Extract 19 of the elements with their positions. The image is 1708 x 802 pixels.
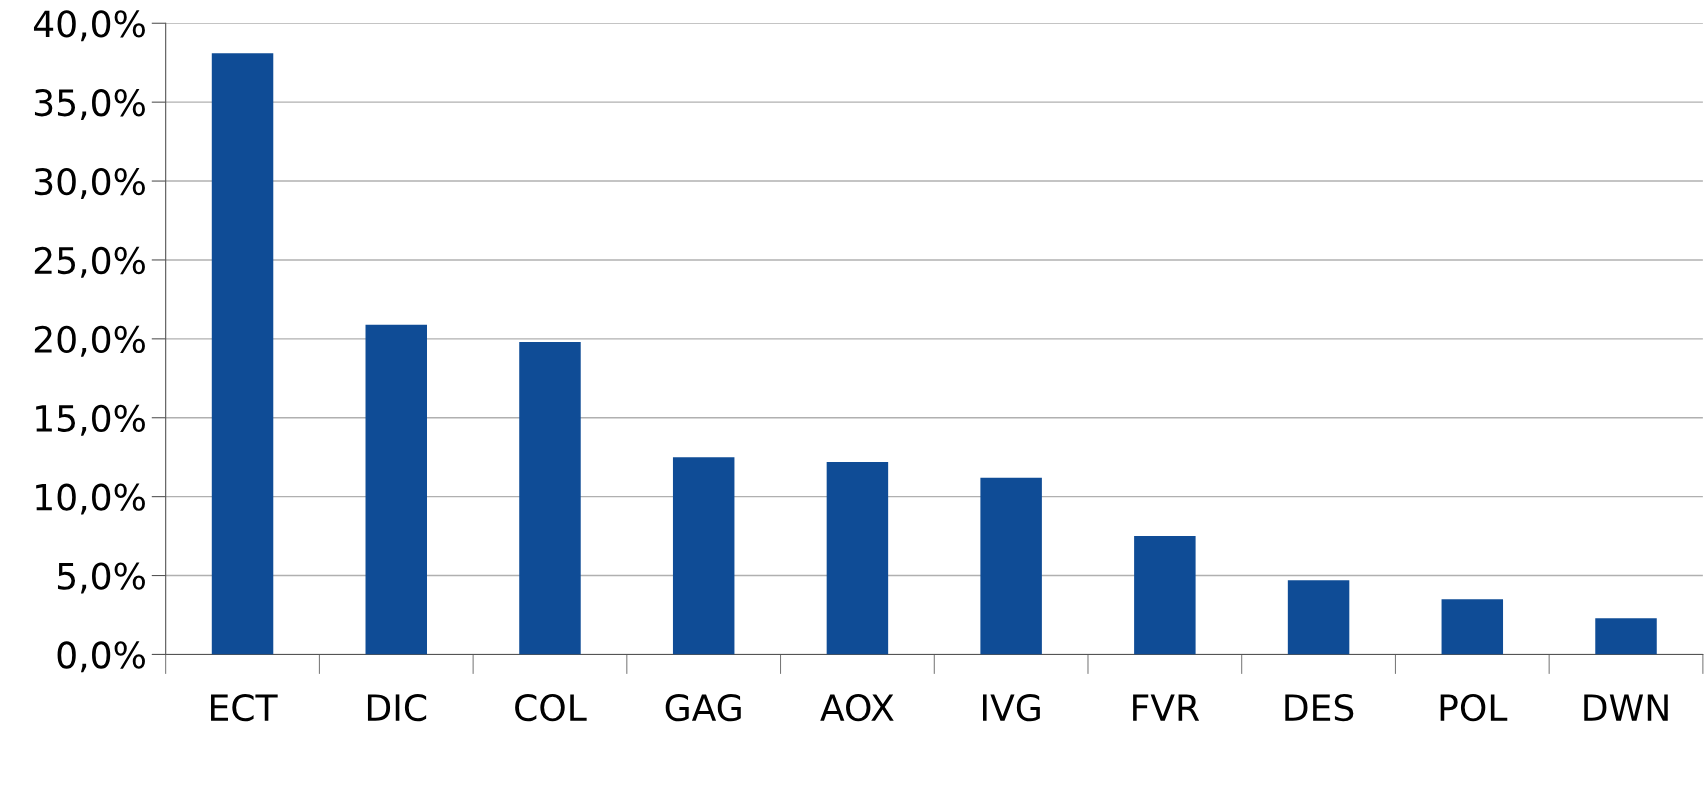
- y-tick-label: 15,0%: [36, 404, 145, 436]
- y-tick-label: 5,0%: [57, 562, 145, 594]
- y-tick-label: 20,0%: [34, 325, 145, 357]
- x-tick-label: DWN: [1584, 694, 1668, 721]
- y-tick-label: 25,0%: [34, 246, 145, 278]
- y-tick-label: 10,0%: [36, 483, 145, 515]
- y-tick-label: 30,0%: [34, 167, 145, 199]
- x-tick-label: FVR: [1133, 694, 1200, 721]
- x-tick-label: DES: [1285, 693, 1354, 722]
- y-tick-label: 35,0%: [34, 89, 145, 121]
- x-tick-label: IVG: [983, 693, 1040, 722]
- x-tick-label: DIC: [367, 693, 427, 722]
- x-tick-label: ECT: [211, 693, 278, 722]
- x-tick-label: POL: [1440, 693, 1508, 722]
- x-tick-label: COL: [515, 693, 587, 722]
- y-tick-label: 40,0%: [33, 10, 145, 42]
- x-tick-label: AOX: [820, 693, 894, 722]
- y-tick-label: 0,0%: [57, 641, 145, 673]
- x-tick-label: GAG: [665, 693, 741, 722]
